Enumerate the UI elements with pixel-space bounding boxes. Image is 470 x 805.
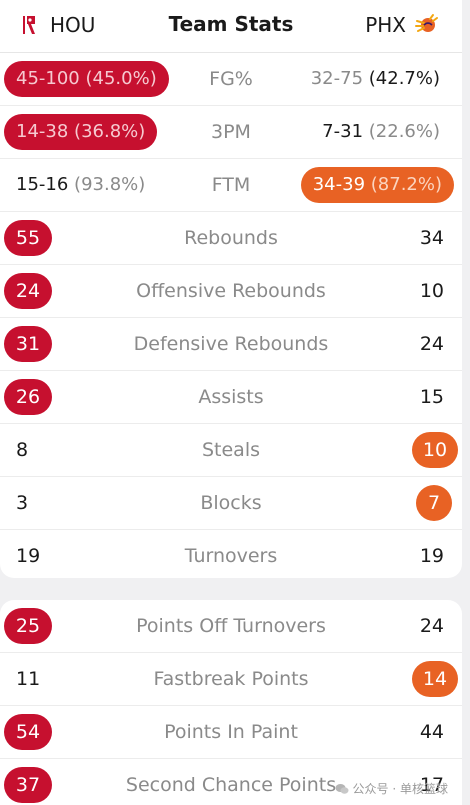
- home-3pm-made: 14-38: [16, 121, 69, 142]
- extra-stats-card: 25 Points Off Turnovers 24 11 Fastbreak …: [0, 600, 462, 805]
- home-ftm-value: 15-16 (93.8%): [16, 159, 145, 211]
- away-3pm-value: 7-31 (22.6%): [322, 106, 440, 158]
- team-stats-card: HOU Team Stats PHX 45-100 (45.0%) FG% 32…: [0, 0, 462, 578]
- home-points-off-turnovers-value: 25: [4, 608, 52, 644]
- away-ftm-made: 34-39: [312, 174, 366, 195]
- home-team-abbr: HOU: [50, 13, 96, 37]
- home-ftm-made: 15-16: [16, 174, 69, 195]
- home-3pm-pct: (36.8%): [74, 121, 146, 142]
- page-title: Team Stats: [168, 12, 294, 36]
- stat-row-blocks: 3 Blocks 7: [0, 477, 462, 530]
- stat-label-3pm: 3PM: [211, 121, 251, 143]
- stat-label-offensive-rebounds: Offensive Rebounds: [136, 280, 326, 302]
- away-steals-value: 10: [412, 432, 458, 468]
- home-fg-value: 45-100 (45.0%): [4, 61, 169, 97]
- home-points-in-paint-value: 54: [4, 714, 52, 750]
- stat-label-fg: FG%: [209, 68, 253, 90]
- stat-row-steals: 8 Steals 10: [0, 424, 462, 477]
- away-second-chance-points-value: 17: [419, 774, 444, 796]
- home-rebounds-value: 55: [4, 220, 52, 256]
- home-fg-made: 45-100: [16, 68, 80, 89]
- stat-row-turnovers: 19 Turnovers 19: [0, 530, 462, 578]
- stat-row-points-off-turnovers: 25 Points Off Turnovers 24: [0, 600, 462, 653]
- away-team-abbr: PHX: [365, 13, 406, 37]
- stat-label-fastbreak-points: Fastbreak Points: [153, 668, 309, 690]
- away-points-in-paint-value: 44: [419, 721, 444, 743]
- away-3pm-made: 7-31: [322, 121, 364, 142]
- stat-row-fastbreak-points: 11 Fastbreak Points 14: [0, 653, 462, 706]
- home-turnovers-value: 19: [16, 545, 41, 567]
- away-defensive-rebounds-value: 24: [419, 333, 444, 355]
- away-fg-pct: (42.7%): [368, 68, 440, 89]
- home-3pm-value: 14-38 (36.8%): [4, 114, 158, 150]
- stat-row-defensive-rebounds: 31 Defensive Rebounds 24: [0, 318, 462, 371]
- stat-label-points-off-turnovers: Points Off Turnovers: [136, 615, 326, 637]
- stat-row-ftm: 15-16 (93.8%) FTM 34-39 (87.2%): [0, 159, 462, 212]
- home-defensive-rebounds-value: 31: [4, 326, 52, 362]
- stat-label-defensive-rebounds: Defensive Rebounds: [133, 333, 329, 355]
- suns-logo-icon: [415, 14, 438, 32]
- stat-label-steals: Steals: [201, 439, 261, 461]
- home-ftm-pct: (93.8%): [74, 174, 146, 195]
- home-fastbreak-points-value: 11: [16, 668, 41, 690]
- away-ftm-value: 34-39 (87.2%): [300, 167, 454, 203]
- away-turnovers-value: 19: [419, 545, 444, 567]
- away-points-off-turnovers-value: 24: [419, 615, 444, 637]
- stat-row-assists: 26 Assists 15: [0, 371, 462, 424]
- stat-row-offensive-rebounds: 24 Offensive Rebounds 10: [0, 265, 462, 318]
- away-fg-made: 32-75: [310, 68, 364, 89]
- stat-label-turnovers: Turnovers: [184, 545, 278, 567]
- watermark-text: 公众号 · 单核篮球: [352, 782, 448, 796]
- stat-row-fg: 45-100 (45.0%) FG% 32-75 (42.7%): [0, 53, 462, 106]
- rockets-logo-icon: [23, 16, 35, 34]
- home-second-chance-points-value: 37: [4, 767, 52, 803]
- home-assists-value: 26: [4, 379, 52, 415]
- watermark: 公众号 · 单核篮球: [335, 780, 448, 797]
- away-rebounds-value: 34: [419, 227, 444, 249]
- home-fg-pct: (45.0%): [85, 68, 157, 89]
- stat-label-blocks: Blocks: [200, 492, 262, 514]
- home-offensive-rebounds-value: 24: [4, 273, 52, 309]
- wechat-icon: [335, 783, 349, 794]
- home-team[interactable]: HOU: [16, 12, 103, 38]
- away-assists-value: 15: [419, 386, 444, 408]
- away-3pm-pct: (22.6%): [368, 121, 440, 142]
- home-steals-value: 8: [16, 439, 29, 461]
- stat-row-rebounds: 55 Rebounds 34: [0, 212, 462, 265]
- stat-label-rebounds: Rebounds: [184, 227, 278, 249]
- away-blocks-value: 7: [416, 485, 452, 521]
- stat-row-second-chance-points: 37 Second Chance Points 17: [0, 759, 462, 805]
- away-ftm-pct: (87.2%): [370, 174, 442, 195]
- away-team[interactable]: PHX: [357, 12, 440, 38]
- away-offensive-rebounds-value: 10: [419, 280, 444, 302]
- away-fg-value: 32-75 (42.7%): [311, 53, 440, 105]
- stat-row-points-in-paint: 54 Points In Paint 44: [0, 706, 462, 759]
- stat-label-points-in-paint: Points In Paint: [164, 721, 298, 743]
- stat-label-second-chance-points: Second Chance Points: [125, 774, 337, 796]
- away-fastbreak-points-value: 14: [412, 661, 458, 697]
- home-blocks-value: 3: [16, 492, 29, 514]
- stats-header: HOU Team Stats PHX: [0, 0, 462, 53]
- stat-label-assists: Assists: [198, 386, 264, 408]
- stat-row-3pm: 14-38 (36.8%) 3PM 7-31 (22.6%): [0, 106, 462, 159]
- stat-label-ftm: FTM: [211, 174, 251, 196]
